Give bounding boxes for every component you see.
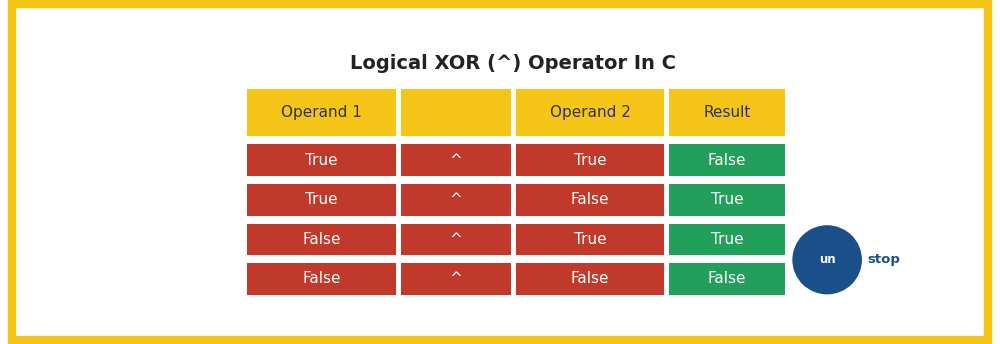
Ellipse shape [793, 226, 861, 294]
Text: False: False [303, 232, 341, 247]
FancyBboxPatch shape [401, 224, 511, 255]
FancyBboxPatch shape [669, 224, 785, 255]
Text: Operand 1: Operand 1 [281, 105, 362, 120]
FancyBboxPatch shape [669, 144, 785, 176]
Text: ^: ^ [450, 232, 462, 247]
Text: False: False [708, 271, 746, 287]
Text: False: False [571, 271, 609, 287]
FancyBboxPatch shape [247, 184, 396, 216]
FancyBboxPatch shape [669, 263, 785, 295]
Text: True: True [305, 153, 338, 168]
Text: True: True [574, 232, 606, 247]
Text: True: True [711, 232, 743, 247]
Text: False: False [303, 271, 341, 287]
FancyBboxPatch shape [401, 263, 511, 295]
FancyBboxPatch shape [247, 144, 396, 176]
FancyBboxPatch shape [516, 144, 664, 176]
FancyBboxPatch shape [401, 89, 511, 136]
FancyBboxPatch shape [516, 224, 664, 255]
Text: True: True [305, 192, 338, 207]
FancyBboxPatch shape [247, 89, 396, 136]
Text: un: un [819, 253, 835, 266]
Text: Logical XOR (^) Operator In C: Logical XOR (^) Operator In C [350, 54, 676, 73]
FancyBboxPatch shape [516, 89, 664, 136]
Text: ^: ^ [450, 271, 462, 287]
FancyBboxPatch shape [516, 263, 664, 295]
FancyBboxPatch shape [247, 263, 396, 295]
Text: Result: Result [703, 105, 751, 120]
FancyBboxPatch shape [516, 184, 664, 216]
Text: False: False [571, 192, 609, 207]
FancyBboxPatch shape [669, 184, 785, 216]
Text: ^: ^ [450, 192, 462, 207]
FancyBboxPatch shape [247, 224, 396, 255]
Text: False: False [708, 153, 746, 168]
Text: stop: stop [867, 253, 900, 266]
Text: Operand 2: Operand 2 [550, 105, 631, 120]
FancyBboxPatch shape [401, 144, 511, 176]
FancyBboxPatch shape [401, 184, 511, 216]
Text: True: True [574, 153, 606, 168]
Text: ^: ^ [450, 153, 462, 168]
FancyBboxPatch shape [669, 89, 785, 136]
Text: True: True [711, 192, 743, 207]
